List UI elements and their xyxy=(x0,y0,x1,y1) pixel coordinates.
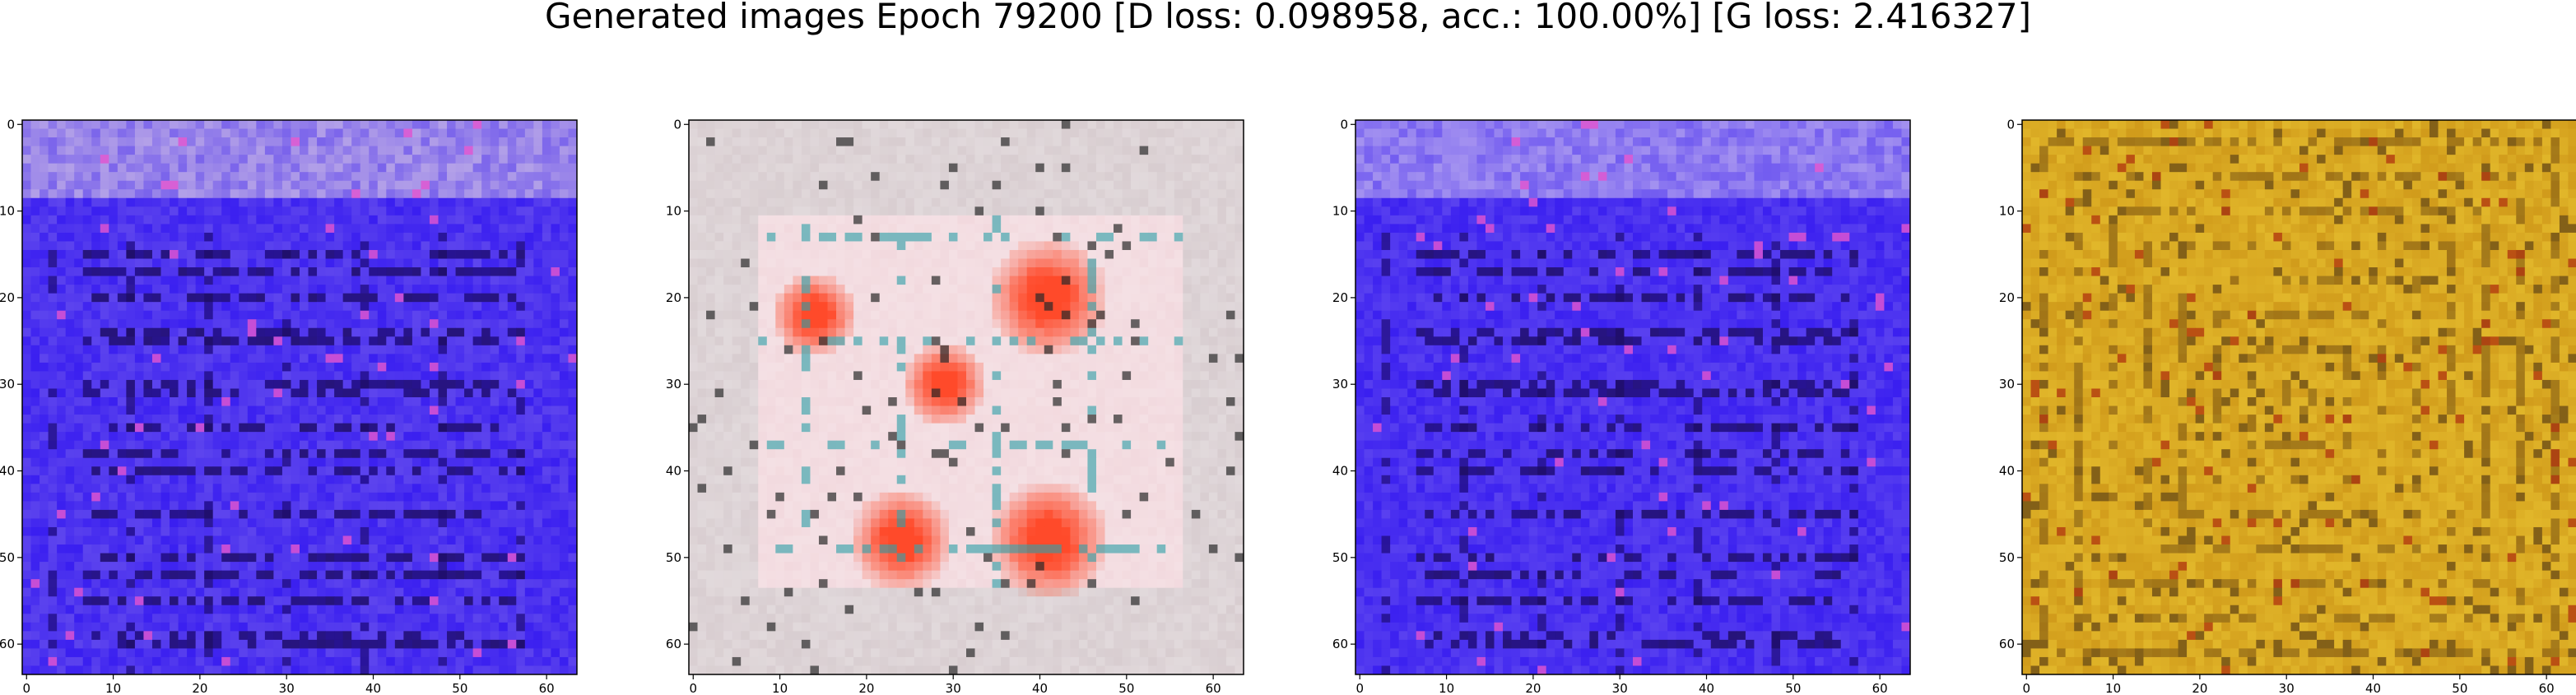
x-tick-label: 10 xyxy=(1439,681,1454,695)
x-tick-label: 50 xyxy=(1118,681,1134,695)
y-tick-label: 10 xyxy=(1332,204,1348,219)
y-tick-label: 60 xyxy=(1332,637,1348,651)
generated-image xyxy=(2022,120,2576,675)
generated-image xyxy=(1355,120,1911,675)
y-tick-label: 40 xyxy=(666,464,681,479)
y-tick-label: 60 xyxy=(1999,637,2015,651)
x-tick-label: 60 xyxy=(1206,681,1221,695)
y-tick-label: 50 xyxy=(1332,550,1348,565)
y-tick-label: 60 xyxy=(0,637,15,651)
x-tick-label: 60 xyxy=(1872,681,1888,695)
y-tick-label: 10 xyxy=(1999,204,2015,219)
y-tick-label: 0 xyxy=(673,117,681,132)
x-tick-label: 30 xyxy=(2279,681,2295,695)
y-tick-label: 0 xyxy=(7,117,15,132)
y-tick-label: 40 xyxy=(0,464,15,479)
x-tick-label: 40 xyxy=(2365,681,2381,695)
generated-image xyxy=(689,120,1244,675)
x-tick-label: 20 xyxy=(2192,681,2207,695)
x-tick-label: 40 xyxy=(365,681,381,695)
y-tick-label: 50 xyxy=(0,550,15,565)
y-tick-label: 0 xyxy=(1340,117,1348,132)
x-tick-label: 10 xyxy=(2105,681,2121,695)
x-tick-label: 0 xyxy=(2022,681,2030,695)
x-tick-label: 0 xyxy=(689,681,697,695)
y-tick-label: 30 xyxy=(0,377,15,392)
y-tick-label: 50 xyxy=(666,550,681,565)
figure-title: Generated images Epoch 79200 [D loss: 0.… xyxy=(544,0,2032,36)
x-tick-label: 50 xyxy=(452,681,467,695)
y-tick-label: 10 xyxy=(666,204,681,219)
y-tick-label: 20 xyxy=(1999,290,2015,305)
x-tick-label: 0 xyxy=(22,681,30,695)
x-tick-label: 20 xyxy=(192,681,207,695)
x-tick-label: 10 xyxy=(105,681,121,695)
y-tick-label: 20 xyxy=(666,290,681,305)
x-tick-label: 0 xyxy=(1355,681,1364,695)
x-tick-label: 30 xyxy=(1612,681,1628,695)
x-tick-label: 60 xyxy=(539,681,555,695)
y-tick-label: 30 xyxy=(1999,377,2015,392)
y-tick-label: 40 xyxy=(1332,464,1348,479)
axes-frame xyxy=(2021,119,2576,675)
x-tick-label: 10 xyxy=(772,681,788,695)
x-tick-label: 30 xyxy=(279,681,295,695)
generated-image xyxy=(22,120,578,675)
y-tick-label: 30 xyxy=(1332,377,1348,392)
image-panel-4: 0 10 20 30 40 50 60 0 10 20 30 40 50 60 xyxy=(1999,117,2576,695)
x-tick-label: 20 xyxy=(1525,681,1541,695)
y-tick-label: 10 xyxy=(0,204,15,219)
axes-frame xyxy=(1355,119,1911,675)
x-tick-label: 40 xyxy=(1032,681,1048,695)
y-tick-label: 40 xyxy=(1999,464,2015,479)
y-tick-label: 50 xyxy=(1999,550,2015,565)
x-tick-label: 60 xyxy=(2539,681,2555,695)
axes-frame xyxy=(688,119,1244,675)
x-tick-label: 20 xyxy=(858,681,874,695)
x-tick-label: 50 xyxy=(2452,681,2467,695)
y-tick-label: 30 xyxy=(666,377,681,392)
x-tick-label: 50 xyxy=(1785,681,1801,695)
y-tick-label: 20 xyxy=(1332,290,1348,305)
image-panel-1: 0 10 20 30 40 50 60 0 10 20 30 40 50 60 xyxy=(0,117,578,695)
y-tick-label: 20 xyxy=(0,290,15,305)
x-tick-label: 30 xyxy=(946,681,961,695)
image-panel-3: 0 10 20 30 40 50 60 0 10 20 30 40 50 60 xyxy=(1332,117,1911,695)
y-tick-label: 0 xyxy=(2006,117,2015,132)
x-tick-label: 40 xyxy=(1699,681,1714,695)
image-panel-2: 0 10 20 30 40 50 60 0 10 20 30 40 50 60 xyxy=(666,117,1244,695)
axes-frame xyxy=(21,119,578,675)
y-tick-label: 60 xyxy=(666,637,681,651)
